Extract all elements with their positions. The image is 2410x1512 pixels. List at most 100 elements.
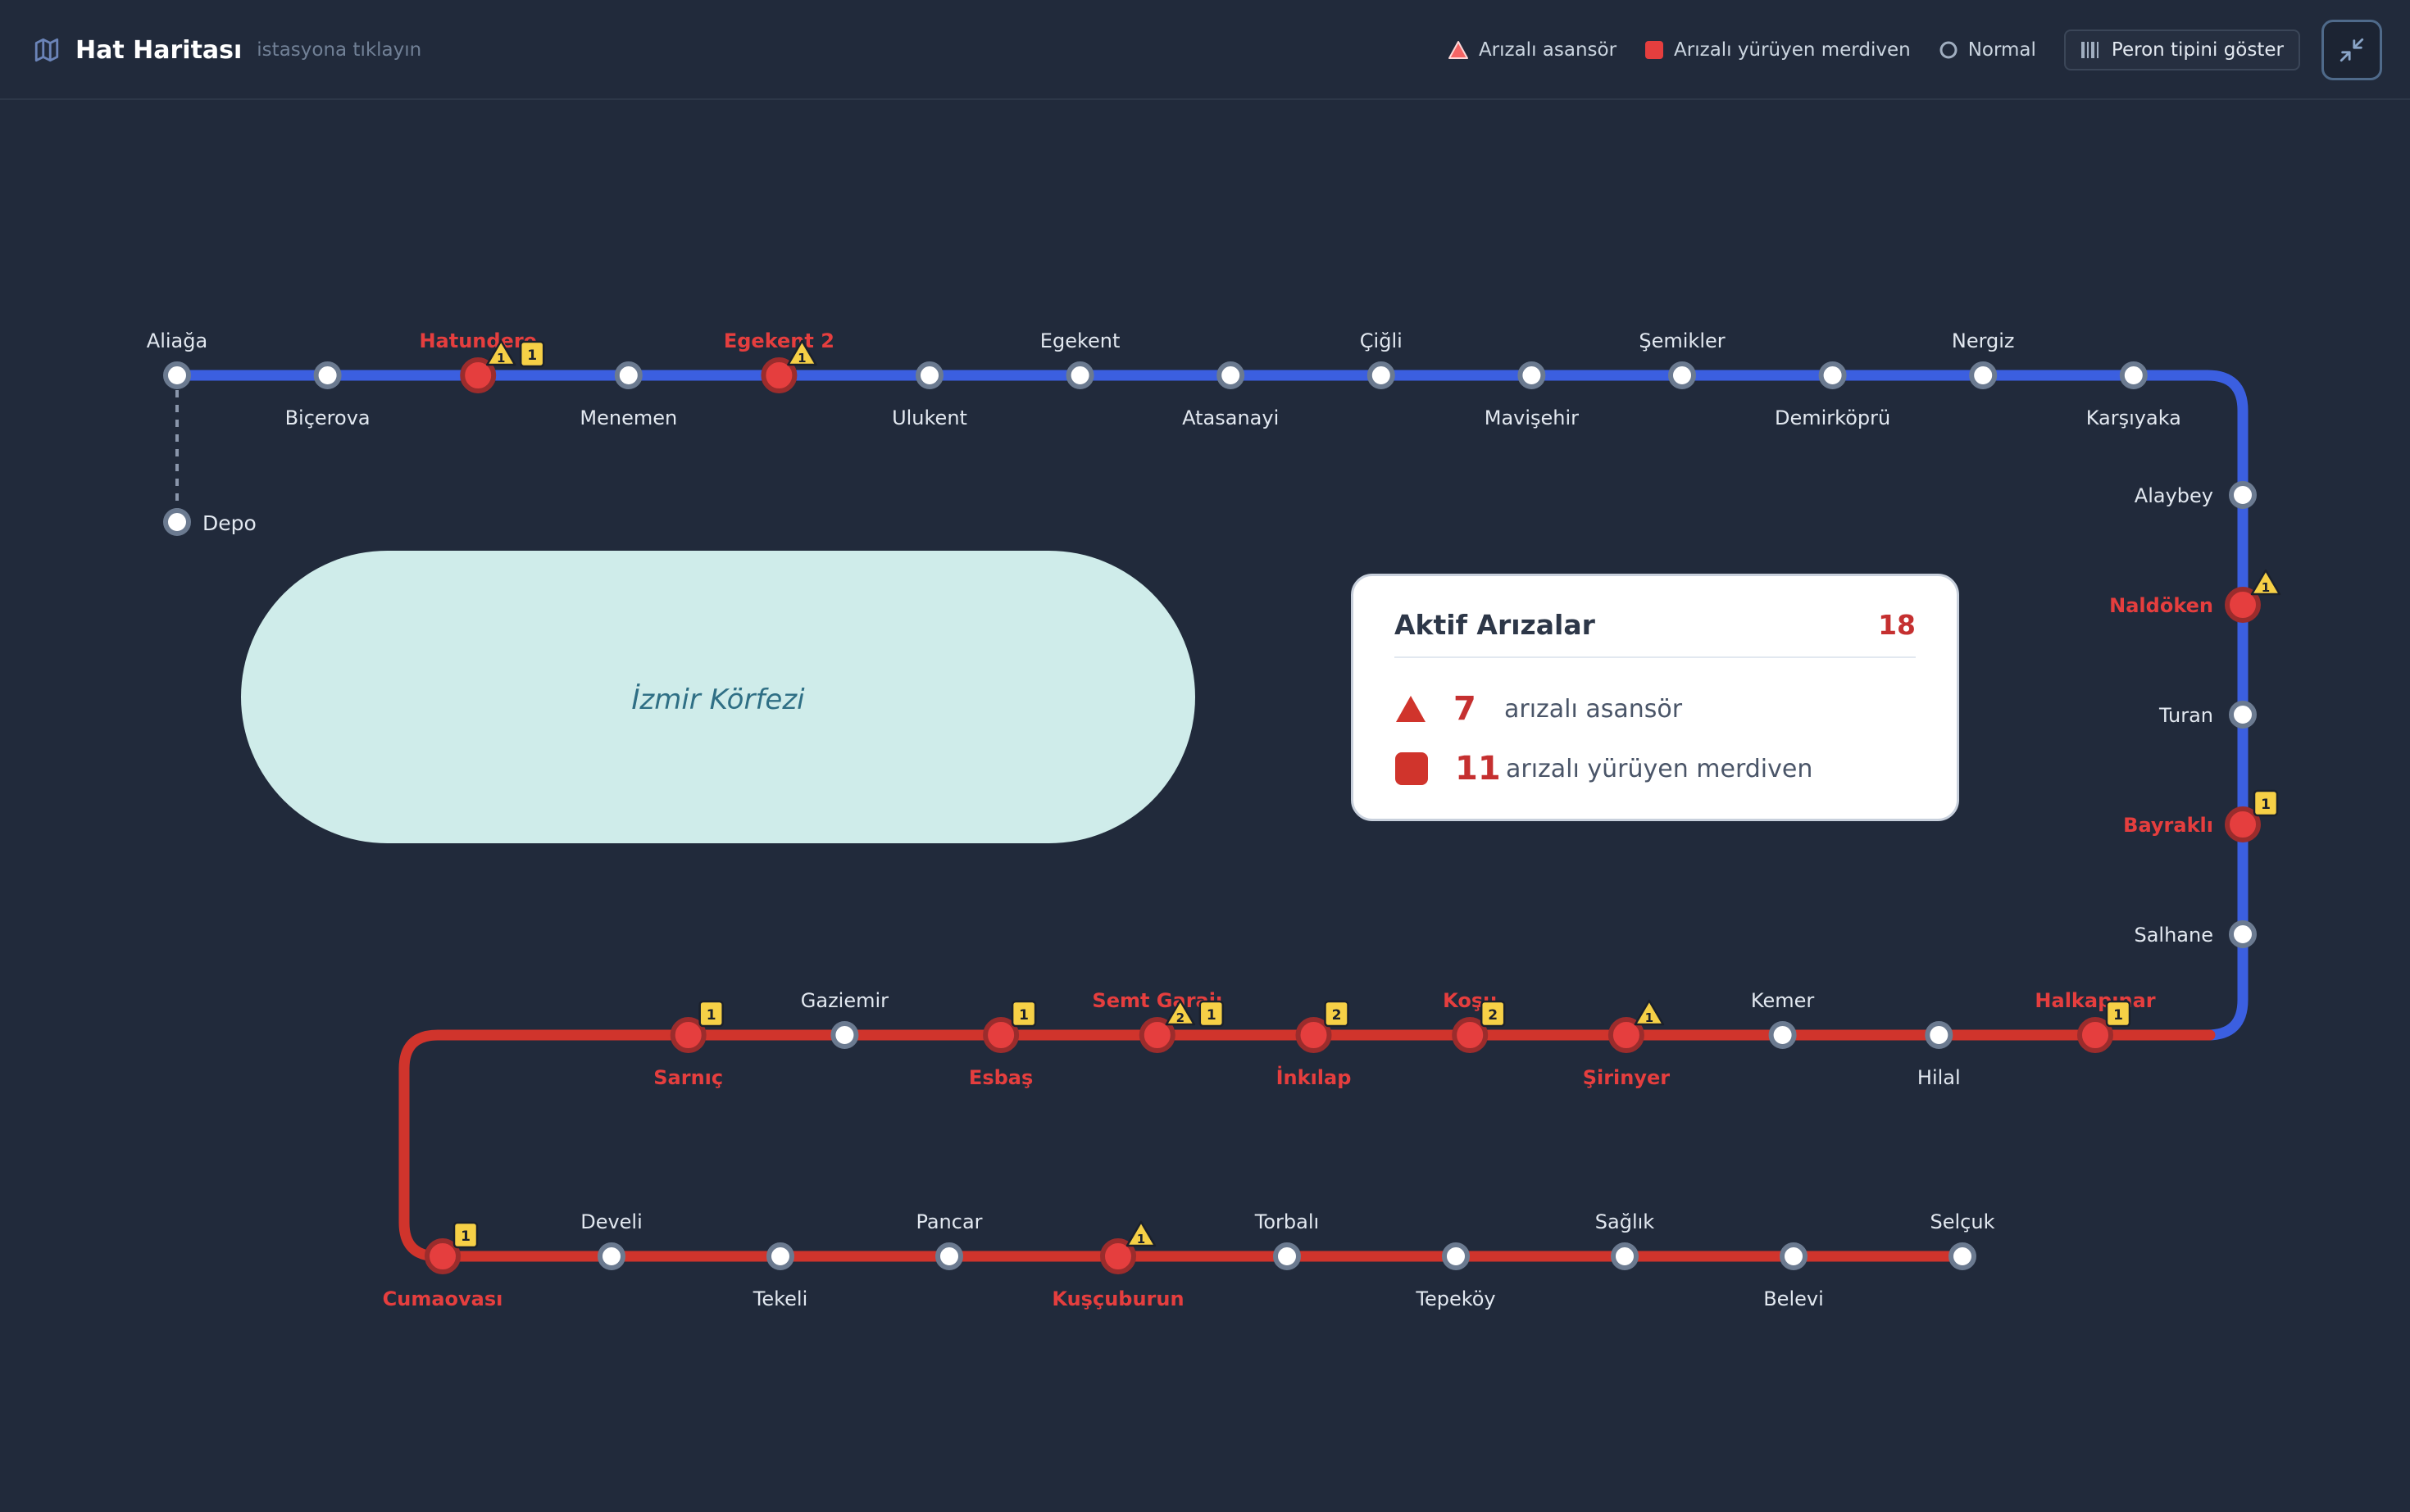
station[interactable]: Şirinyer 1 xyxy=(1583,999,1671,1089)
station-label: Turan xyxy=(2158,704,2213,727)
station-label: Egekent 2 xyxy=(724,329,834,352)
station[interactable]: Nergiz xyxy=(1952,329,2015,389)
station-label: Demirköprü xyxy=(1775,406,1890,429)
escalator-fault-badge: 1 xyxy=(698,1000,724,1028)
station-label: Develi xyxy=(580,1210,643,1233)
station-label: Alaybey xyxy=(2135,484,2213,507)
station-label: Ulukent xyxy=(892,406,967,429)
station[interactable]: Tekeli xyxy=(753,1242,808,1310)
station-label: Biçerova xyxy=(285,406,371,429)
station[interactable]: Kuşçuburun 1 xyxy=(1052,1220,1185,1310)
station[interactable]: Çiğli xyxy=(1360,329,1403,389)
station[interactable]: Cumaovası 1 xyxy=(383,1221,503,1310)
station[interactable]: Menemen xyxy=(580,361,677,429)
station[interactable]: Esbaş 1 xyxy=(969,1000,1037,1089)
station[interactable]: Kemer xyxy=(1751,989,1814,1049)
station-label: Kuşçuburun xyxy=(1052,1287,1184,1310)
svg-text:1: 1 xyxy=(527,347,537,364)
station[interactable]: Turan xyxy=(2158,701,2257,729)
station-label: Torbalı xyxy=(1254,1210,1319,1233)
station[interactable]: Gaziemir xyxy=(801,989,889,1049)
legend-normal-label: Normal xyxy=(1967,39,2036,61)
escalator-fault-badge: 1 xyxy=(452,1221,479,1249)
station[interactable]: Salhane xyxy=(2134,920,2257,948)
station[interactable]: Develi xyxy=(580,1210,643,1270)
station[interactable]: Naldöken 1 xyxy=(2109,569,2281,623)
line-south-segment xyxy=(398,1029,2216,1262)
warning-triangle-icon xyxy=(1448,41,1468,59)
collapse-button[interactable] xyxy=(2321,20,2382,80)
station-label: Egekent xyxy=(1040,329,1121,352)
station[interactable]: Egekent 21 xyxy=(724,329,834,393)
svg-text:2: 2 xyxy=(1332,1007,1342,1024)
station[interactable]: Bayraklı 1 xyxy=(2123,789,2279,842)
card-total: 18 xyxy=(1878,609,1916,641)
station[interactable]: Mavişehir xyxy=(1485,361,1579,429)
svg-text:1: 1 xyxy=(2262,580,2270,595)
station-label: Sağlık xyxy=(1595,1210,1655,1233)
elevator-summary-row: 7 arızalı asansör xyxy=(1394,686,1682,732)
station[interactable]: Tepeköy xyxy=(1415,1242,1496,1310)
depot-station[interactable]: Depo xyxy=(163,508,257,536)
station[interactable]: Alaybey xyxy=(2135,481,2257,509)
legend-elevator: Arızalı asansör xyxy=(1448,39,1617,61)
station[interactable]: Şemikler xyxy=(1639,329,1726,389)
svg-text:2: 2 xyxy=(1488,1007,1498,1024)
station[interactable]: Biçerova xyxy=(285,361,371,429)
station[interactable]: Torbalı xyxy=(1254,1210,1319,1270)
station[interactable]: İnkılap 2 xyxy=(1276,1000,1352,1089)
legend-normal: Normal xyxy=(1939,39,2036,61)
circle-icon xyxy=(1939,41,1958,59)
header-left: Hat Haritası istasyona tıklayın xyxy=(33,0,421,100)
svg-text:1: 1 xyxy=(497,351,505,366)
station-label: Menemen xyxy=(580,406,677,429)
escalator-count: 11 xyxy=(1455,750,1501,788)
top-bar: Hat Haritası istasyona tıklayın Arızalı … xyxy=(0,0,2410,100)
station[interactable]: Selçuk xyxy=(1930,1210,1995,1270)
escalator-fault-badge: 2 xyxy=(1324,1000,1349,1028)
escalator-fault-badge: 1 xyxy=(2105,1000,2131,1028)
station-label: Gaziemir xyxy=(801,989,889,1012)
red-square-icon xyxy=(1645,41,1664,59)
svg-text:1: 1 xyxy=(2113,1007,2123,1024)
station-label: Nergiz xyxy=(1952,329,2015,352)
legend-escalator-label: Arızalı yürüyen merdiven xyxy=(1674,39,1911,61)
station-label: İnkılap xyxy=(1276,1065,1352,1089)
card-title: Aktif Arızalar xyxy=(1394,609,1595,641)
page-subtitle: istasyona tıklayın xyxy=(257,39,422,61)
escalator-fault-badge: 2 xyxy=(1480,1000,1506,1028)
station[interactable]: Sarnıç 1 xyxy=(653,1000,724,1089)
station[interactable]: Atasanayi xyxy=(1182,361,1279,429)
active-faults-card: Aktif Arızalar 18 7 arızalı asansör 11 a… xyxy=(1351,574,1959,821)
station[interactable]: Ulukent xyxy=(892,361,967,429)
platform-type-button[interactable]: Peron tipini göster xyxy=(2063,30,2300,70)
bay-area: İzmir Körfezi xyxy=(241,551,1195,843)
depot-label: Depo xyxy=(202,511,257,535)
station[interactable]: Hilal xyxy=(1917,1021,1961,1089)
station[interactable]: Sağlık xyxy=(1595,1210,1655,1270)
station[interactable]: Aliağa xyxy=(147,329,207,389)
station[interactable]: Belevi xyxy=(1763,1242,1824,1310)
station[interactable]: Egekent xyxy=(1040,329,1121,389)
station-label: Bayraklı xyxy=(2123,814,2213,837)
legend: Arızalı asansör Arızalı yürüyen merdiven… xyxy=(1448,0,2410,100)
svg-text:1: 1 xyxy=(461,1228,471,1245)
map-icon xyxy=(34,38,59,62)
station-label: Atasanayi xyxy=(1182,406,1279,429)
station-label: Pancar xyxy=(916,1210,982,1233)
svg-text:1: 1 xyxy=(798,351,806,366)
station[interactable]: Pancar xyxy=(916,1210,983,1270)
card-divider xyxy=(1394,656,1916,658)
station[interactable]: Karşıyaka xyxy=(2086,361,2181,429)
station-label: Çiğli xyxy=(1360,329,1403,352)
station-label: Naldöken xyxy=(2109,594,2213,617)
station[interactable]: Demirköprü xyxy=(1775,361,1890,429)
legend-elevator-label: Arızalı asansör xyxy=(1478,39,1617,61)
escalator-fault-badge: 1 xyxy=(1011,1000,1037,1028)
station-label: Esbaş xyxy=(969,1066,1033,1089)
legend-escalator: Arızalı yürüyen merdiven xyxy=(1644,39,1911,61)
